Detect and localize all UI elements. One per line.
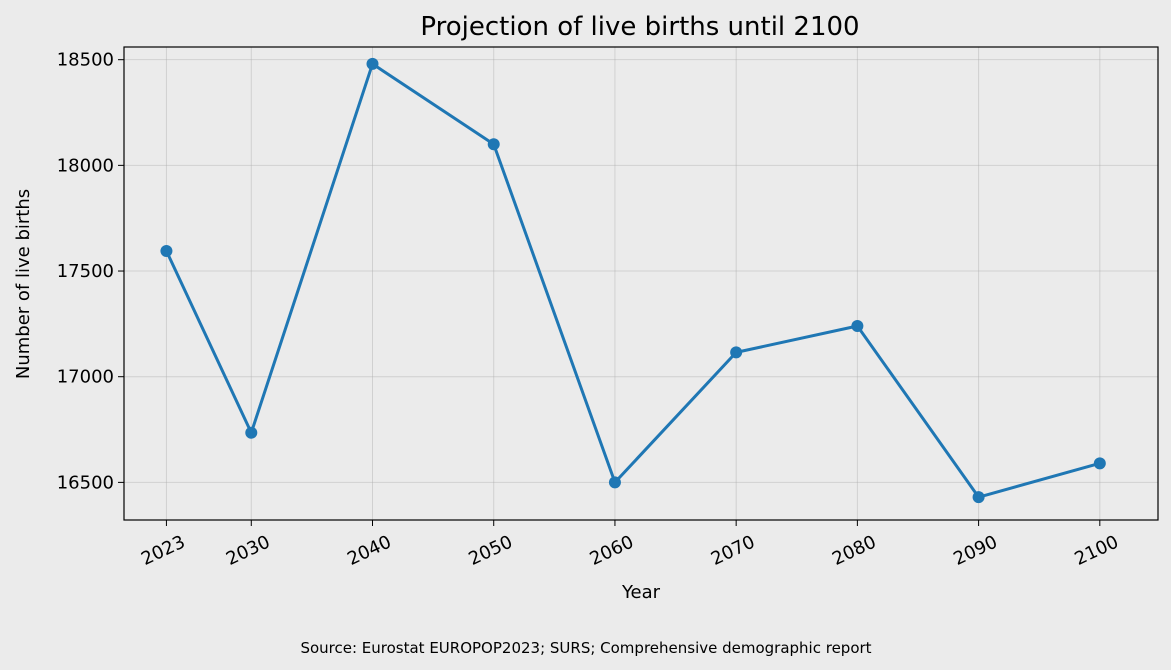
data-point	[1093, 457, 1106, 470]
data-point	[160, 244, 173, 257]
x-axis-ticks: 2023 2030 2040 2050 2060 2070 2080 2090 2100	[138, 520, 1122, 570]
x-tick-label: 2050	[465, 531, 515, 569]
plot-area	[124, 47, 1158, 520]
data-point	[366, 57, 379, 70]
y-tick-label: 18000	[57, 155, 114, 176]
data-point	[851, 319, 864, 332]
chart-title: Projection of live births until 2100	[420, 12, 859, 42]
x-tick-label: 2030	[223, 531, 273, 569]
plot-frame	[123, 46, 1159, 521]
y-axis-label: Number of live births	[13, 189, 34, 379]
y-axis-ticks: 16500 17000 17500 18000 18500	[57, 50, 124, 493]
data-point	[730, 346, 743, 359]
y-tick-label: 17500	[57, 261, 114, 282]
data-point	[608, 476, 621, 489]
data-point	[972, 491, 985, 504]
x-tick-label: 2100	[1072, 531, 1122, 569]
grid	[124, 47, 1158, 520]
x-tick-label: 2040	[344, 531, 394, 569]
source-note: Source: Eurostat EUROPOP2023; SURS; Comp…	[300, 639, 871, 657]
y-tick-label: 16500	[57, 472, 114, 493]
data-point	[487, 138, 500, 151]
y-tick-label: 17000	[57, 367, 114, 388]
data-point	[245, 426, 258, 439]
x-axis-label: Year	[621, 582, 661, 603]
x-tick-label: 2090	[950, 531, 1000, 569]
x-tick-label: 2070	[708, 531, 758, 569]
x-tick-label: 2023	[138, 531, 188, 569]
x-tick-label: 2080	[829, 531, 879, 569]
x-tick-label: 2060	[587, 531, 637, 569]
y-tick-label: 18500	[57, 50, 114, 71]
series-live-births	[160, 57, 1106, 504]
